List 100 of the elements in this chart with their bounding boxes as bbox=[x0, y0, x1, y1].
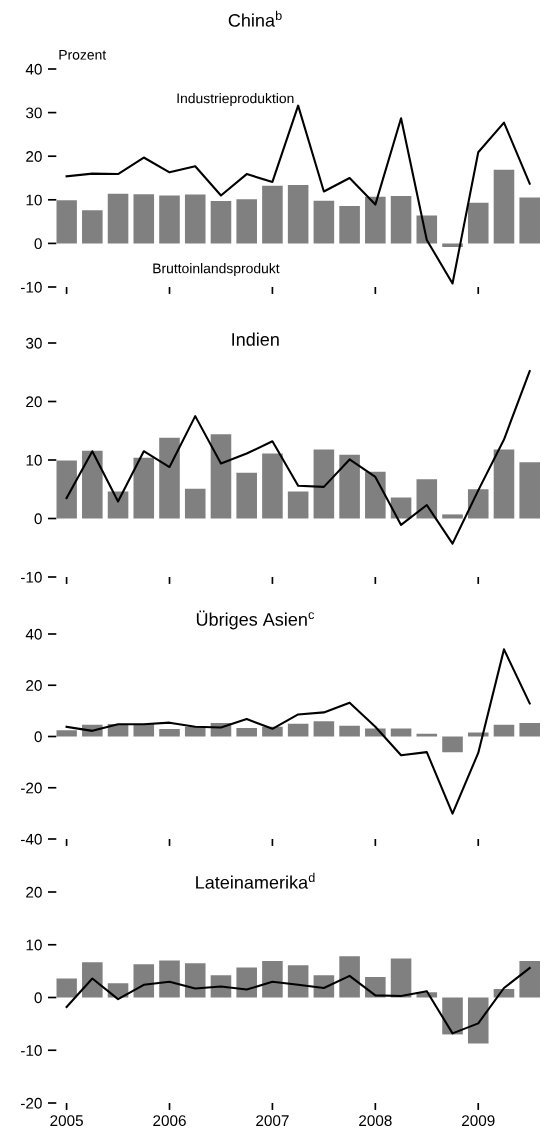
y-tick-label: 30 bbox=[26, 107, 42, 119]
bar bbox=[236, 728, 257, 737]
y-tick-label: 40 bbox=[25, 628, 42, 640]
bar bbox=[493, 449, 515, 519]
chart-title: Lateinamerika$^{d}$ bbox=[196, 872, 315, 889]
bar bbox=[133, 194, 155, 244]
chart-title: Indien bbox=[232, 332, 279, 346]
x-tick-label: 2007 bbox=[256, 1115, 289, 1127]
bar bbox=[493, 169, 515, 244]
y-tick-label: -20 bbox=[21, 782, 42, 794]
series-label: Industrieproduktion bbox=[177, 93, 294, 106]
bar bbox=[236, 199, 257, 244]
y-tick-label: -20 bbox=[21, 1097, 42, 1109]
y-tick-label: 20 bbox=[26, 680, 42, 691]
bar bbox=[365, 196, 386, 244]
bar bbox=[262, 185, 283, 244]
bar bbox=[159, 729, 180, 737]
bar bbox=[210, 201, 232, 244]
x-tick-label: 2009 bbox=[462, 1115, 495, 1127]
bar bbox=[56, 200, 77, 244]
bar bbox=[184, 726, 206, 737]
bar bbox=[56, 730, 77, 737]
y-tick-label: 0 bbox=[34, 992, 42, 1004]
bar bbox=[82, 450, 103, 519]
bar bbox=[262, 453, 283, 519]
bar bbox=[467, 997, 489, 1044]
bar bbox=[184, 194, 206, 244]
bar bbox=[133, 964, 155, 998]
bar bbox=[467, 202, 489, 244]
chart-title: China$^{b}$ bbox=[228, 10, 282, 27]
bar bbox=[184, 488, 206, 519]
y-tick-label: 10 bbox=[26, 454, 42, 466]
y-tick-label: 20 bbox=[26, 151, 42, 162]
bar bbox=[287, 965, 309, 998]
series-label: Bruttoinlandsprodukt bbox=[153, 263, 280, 277]
x-tick-label: 2008 bbox=[359, 1115, 392, 1127]
x-tick-label: 2005 bbox=[50, 1115, 83, 1127]
text: Prozent bbox=[59, 50, 107, 60]
bar bbox=[416, 479, 438, 519]
bar bbox=[56, 978, 77, 998]
bar bbox=[339, 205, 360, 244]
bar bbox=[467, 489, 489, 519]
bar bbox=[287, 723, 309, 737]
y-tick-label: -10 bbox=[21, 281, 42, 293]
y-tick-label: 0 bbox=[34, 238, 42, 250]
bar bbox=[184, 963, 206, 998]
y-tick-label: 20 bbox=[26, 886, 42, 898]
bar bbox=[287, 184, 309, 244]
bar bbox=[390, 497, 412, 519]
bar bbox=[365, 471, 386, 519]
bar bbox=[442, 736, 463, 753]
line-series bbox=[65, 966, 531, 1035]
bar bbox=[416, 733, 438, 737]
y-tick-label: -40 bbox=[21, 833, 42, 845]
y-tick-label: -10 bbox=[21, 1045, 42, 1056]
bar bbox=[56, 460, 77, 519]
bar bbox=[82, 962, 103, 998]
bar bbox=[133, 723, 155, 737]
y-tick-label: 0 bbox=[34, 513, 42, 525]
y-tick-label: 10 bbox=[26, 939, 42, 951]
bar bbox=[339, 725, 360, 737]
bar bbox=[519, 197, 540, 244]
y-tick-label: 40 bbox=[25, 63, 42, 75]
bar bbox=[519, 961, 540, 998]
bar bbox=[390, 728, 412, 737]
bar bbox=[313, 721, 335, 737]
bar bbox=[262, 726, 283, 737]
bar bbox=[519, 722, 540, 737]
bar bbox=[236, 967, 257, 998]
line-series bbox=[65, 648, 531, 815]
bar bbox=[313, 200, 335, 244]
bar bbox=[442, 997, 463, 1035]
bar bbox=[159, 437, 180, 519]
bar bbox=[107, 193, 129, 244]
bar bbox=[313, 975, 335, 998]
y-tick-label: 30 bbox=[26, 337, 42, 349]
y-tick-label: 10 bbox=[26, 194, 42, 206]
y-tick-label: -10 bbox=[21, 571, 42, 583]
bar bbox=[236, 472, 257, 519]
bar bbox=[390, 195, 412, 244]
bar bbox=[390, 958, 412, 998]
bar bbox=[442, 514, 463, 519]
line-series bbox=[65, 104, 531, 285]
bar bbox=[159, 960, 180, 998]
bar bbox=[262, 961, 283, 998]
bar bbox=[519, 462, 540, 519]
bar bbox=[210, 434, 232, 519]
bar bbox=[210, 975, 232, 998]
bar bbox=[82, 210, 103, 244]
line-series bbox=[65, 370, 531, 545]
bar bbox=[493, 724, 515, 737]
bar bbox=[133, 457, 155, 519]
bar bbox=[313, 449, 335, 519]
bar bbox=[339, 454, 360, 519]
bar bbox=[442, 243, 463, 247]
bar bbox=[287, 491, 309, 519]
y-tick-label: 0 bbox=[34, 731, 42, 743]
bar bbox=[339, 956, 360, 998]
bar bbox=[159, 195, 180, 244]
x-tick-label: 2006 bbox=[153, 1115, 186, 1127]
